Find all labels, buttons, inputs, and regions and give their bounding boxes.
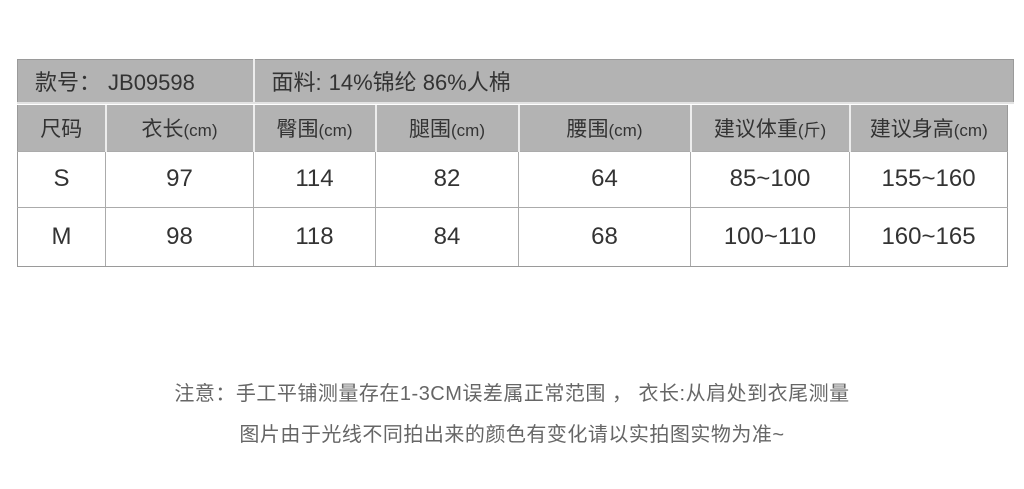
col-header-label: 臀围 <box>276 117 319 141</box>
note-line-1: 注意：手工平铺测量存在1-3CM误差属正常范围 ， 衣长:从肩处到衣尾测量 <box>174 383 850 405</box>
notes: 注意：手工平铺测量存在1-3CM误差属正常范围 ， 衣长:从肩处到衣尾测量 图片… <box>0 374 1024 456</box>
length-cell: 97 <box>105 150 254 208</box>
col-header-height: 建议身高(cm) <box>849 105 1008 152</box>
thigh-cell: 82 <box>375 150 519 208</box>
col-header-unit: (斤) <box>797 120 827 140</box>
col-header-unit: (cm) <box>451 120 485 140</box>
info-row: 款号： JB09598 面料: 14%锦纶 86%人棉 <box>17 59 1014 104</box>
col-header-label: 衣长 <box>141 117 184 141</box>
waist-cell: 68 <box>518 206 691 267</box>
size-row-s: S 97 114 82 64 85~100 155~160 <box>17 150 1008 208</box>
style-number-cell: 款号： JB09598 <box>17 59 255 104</box>
fabric-value: 14%锦纶 86%人棉 <box>328 69 511 95</box>
fabric-cell: 面料: 14%锦纶 86%人棉 <box>253 59 1014 104</box>
height-cell: 155~160 <box>849 150 1008 208</box>
hip-cell: 118 <box>253 206 376 267</box>
product-info-row: 款号： JB09598 面料: 14%锦纶 86%人棉 <box>17 59 1014 104</box>
col-header-unit: (cm) <box>953 120 988 140</box>
hip-cell: 114 <box>253 150 376 208</box>
weight-cell: 100~110 <box>690 206 850 267</box>
col-header-label: 腿围 <box>409 117 451 141</box>
length-cell: 98 <box>105 206 254 267</box>
col-header-thigh: 腿围(cm) <box>375 105 520 152</box>
col-header-unit: (cm) <box>608 120 643 140</box>
col-header-label: 尺码 <box>40 117 83 141</box>
col-header-size: 尺码 <box>17 105 107 152</box>
thigh-cell: 84 <box>375 206 519 267</box>
col-header-unit: (cm) <box>318 120 353 140</box>
size-cell: S <box>17 150 106 208</box>
size-row-m: M 98 118 84 68 100~110 160~165 <box>17 206 1008 267</box>
col-header-weight: 建议体重(斤) <box>690 105 851 152</box>
fabric-label: 面料: <box>271 69 322 95</box>
weight-cell: 85~100 <box>690 150 850 208</box>
style-number-label: 款号： <box>35 69 102 95</box>
col-header-label: 腰围 <box>566 117 609 141</box>
col-header-unit: (cm) <box>183 120 218 140</box>
note-line-2: 图片由于光线不同拍出来的颜色有变化请以实拍图实物为准~ <box>239 424 785 446</box>
col-header-length: 衣长(cm) <box>105 105 255 152</box>
header-row: 尺码 衣长(cm) 臀围(cm) 腿围(cm) 腰围(cm) 建议体重(斤) 建… <box>17 105 1008 152</box>
col-header-label: 建议体重 <box>713 117 798 141</box>
height-cell: 160~165 <box>849 206 1008 267</box>
size-cell: M <box>17 206 106 267</box>
waist-cell: 64 <box>518 150 691 208</box>
size-chart-table: 尺码 衣长(cm) 臀围(cm) 腿围(cm) 腰围(cm) 建议体重(斤) 建… <box>17 105 1008 267</box>
col-header-label: 建议身高 <box>869 117 954 141</box>
col-header-hip: 臀围(cm) <box>253 105 377 152</box>
style-number-value: JB09598 <box>108 69 195 95</box>
col-header-waist: 腰围(cm) <box>518 105 692 152</box>
